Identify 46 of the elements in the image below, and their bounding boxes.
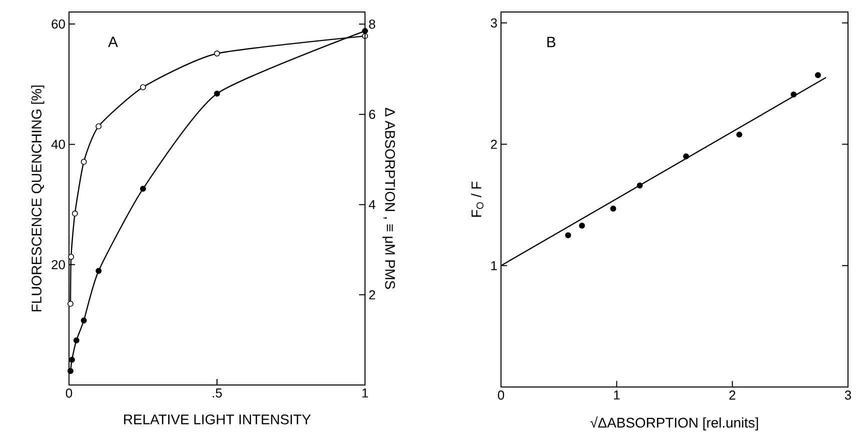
- x-tick-label: .5: [212, 388, 222, 398]
- point: [140, 84, 146, 90]
- y2-tick-label: 6: [369, 110, 376, 119]
- point: [140, 186, 146, 192]
- point: [790, 92, 797, 98]
- y-tick-label: 40: [51, 140, 65, 149]
- point: [565, 232, 572, 238]
- point: [72, 210, 78, 217]
- x-tick-label: 0: [498, 390, 504, 400]
- annotation: B: [547, 36, 556, 48]
- x-axis-title: RELATIVE LIGHT INTENSITY: [124, 414, 311, 424]
- y2-axis-title: Δ ABSORPTION , ≡ μM PMS: [382, 108, 395, 289]
- point: [214, 90, 220, 97]
- x-tick-label: 2: [729, 390, 736, 400]
- point: [683, 153, 690, 160]
- y2-tick-label: 2: [369, 290, 376, 300]
- point: [68, 254, 74, 260]
- point: [73, 337, 80, 344]
- point: [578, 222, 585, 229]
- annotation: A: [108, 36, 118, 47]
- point: [96, 123, 102, 130]
- y2-tick-label: 8: [369, 20, 376, 29]
- x-tick-label: 0: [66, 388, 72, 398]
- point: [96, 268, 102, 274]
- y-tick-label: 1: [491, 261, 497, 270]
- y-tick-label: 60: [52, 19, 65, 29]
- point: [80, 158, 87, 165]
- point: [67, 300, 74, 307]
- y2-tick-label: 4: [368, 200, 376, 210]
- x-tick-label: 1: [614, 390, 620, 400]
- y-axis-title: F$_{O}$ / F: [471, 182, 484, 217]
- point: [736, 132, 742, 138]
- y-axis-title: FLUORESCENCE QUENCHING [%]: [31, 86, 44, 312]
- y-tick-label: 3: [490, 18, 497, 28]
- point: [80, 318, 87, 324]
- point: [636, 182, 643, 189]
- point: [214, 50, 220, 56]
- x-tick-label: 1: [362, 388, 368, 398]
- point: [814, 72, 821, 78]
- point: [610, 206, 616, 212]
- x-axis-title: √ΔABSORPTION [rel.units]: [590, 416, 758, 430]
- point: [362, 28, 368, 34]
- y-tick-label: 2: [490, 140, 497, 149]
- x-tick-label: 3: [844, 390, 852, 400]
- point: [67, 368, 74, 374]
- y-tick-label: 20: [52, 260, 65, 270]
